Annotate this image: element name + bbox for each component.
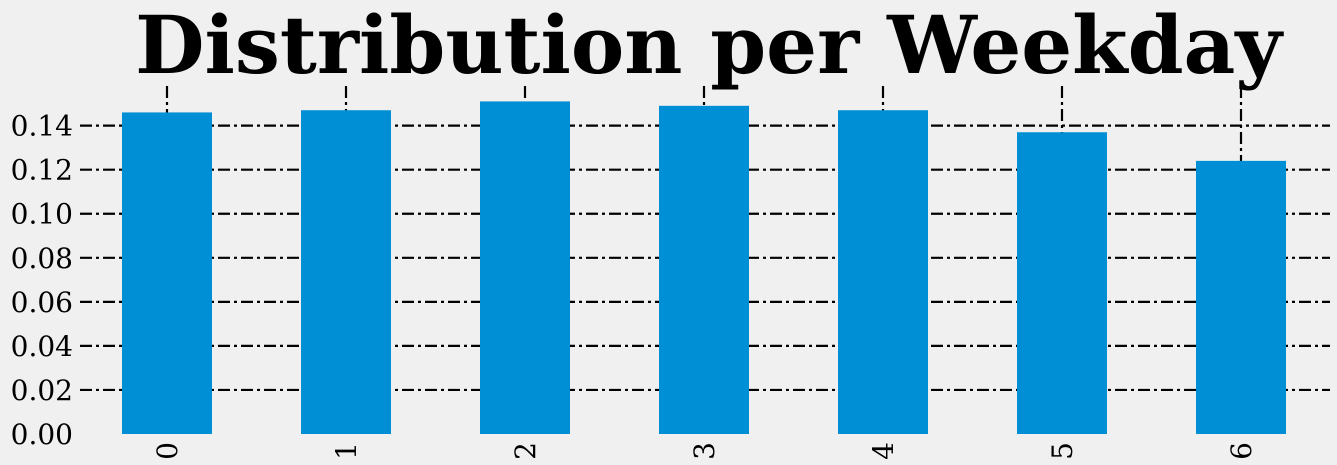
- bar-1: [301, 110, 391, 435]
- y-tick-label: 0.10: [11, 198, 73, 231]
- bar-5: [1017, 132, 1107, 434]
- bar-2: [480, 101, 570, 434]
- x-tick-label: 5: [1046, 442, 1079, 460]
- bar-0: [122, 112, 212, 434]
- bar-4: [838, 110, 928, 435]
- x-tick-label: 6: [1225, 442, 1258, 460]
- x-tick-label: 1: [330, 442, 363, 460]
- y-tick-label: 0.12: [11, 154, 73, 187]
- chart-title: Distribution per Weekday: [135, 0, 1282, 92]
- bar-3: [659, 105, 749, 434]
- bar-6: [1196, 160, 1286, 434]
- x-tick-label: 2: [509, 442, 542, 460]
- y-tick-label: 0.06: [11, 286, 73, 319]
- y-tick-label: 0.02: [11, 374, 73, 407]
- y-axis-ticks: 0.00 0.02 0.04 0.06 0.08 0.10 0.12 0.14: [11, 110, 73, 451]
- x-tick-label: 3: [688, 442, 721, 460]
- y-tick-label: 0.04: [11, 330, 73, 363]
- bars: [122, 101, 1286, 435]
- x-tick-label: 0: [151, 442, 184, 460]
- y-tick-label: 0.08: [11, 242, 73, 275]
- x-tick-label: 4: [867, 442, 900, 460]
- x-axis-ticks: 0 1 2 3 4 5 6: [151, 442, 1258, 460]
- y-tick-label: 0.00: [11, 418, 73, 451]
- y-tick-label: 0.14: [11, 110, 73, 143]
